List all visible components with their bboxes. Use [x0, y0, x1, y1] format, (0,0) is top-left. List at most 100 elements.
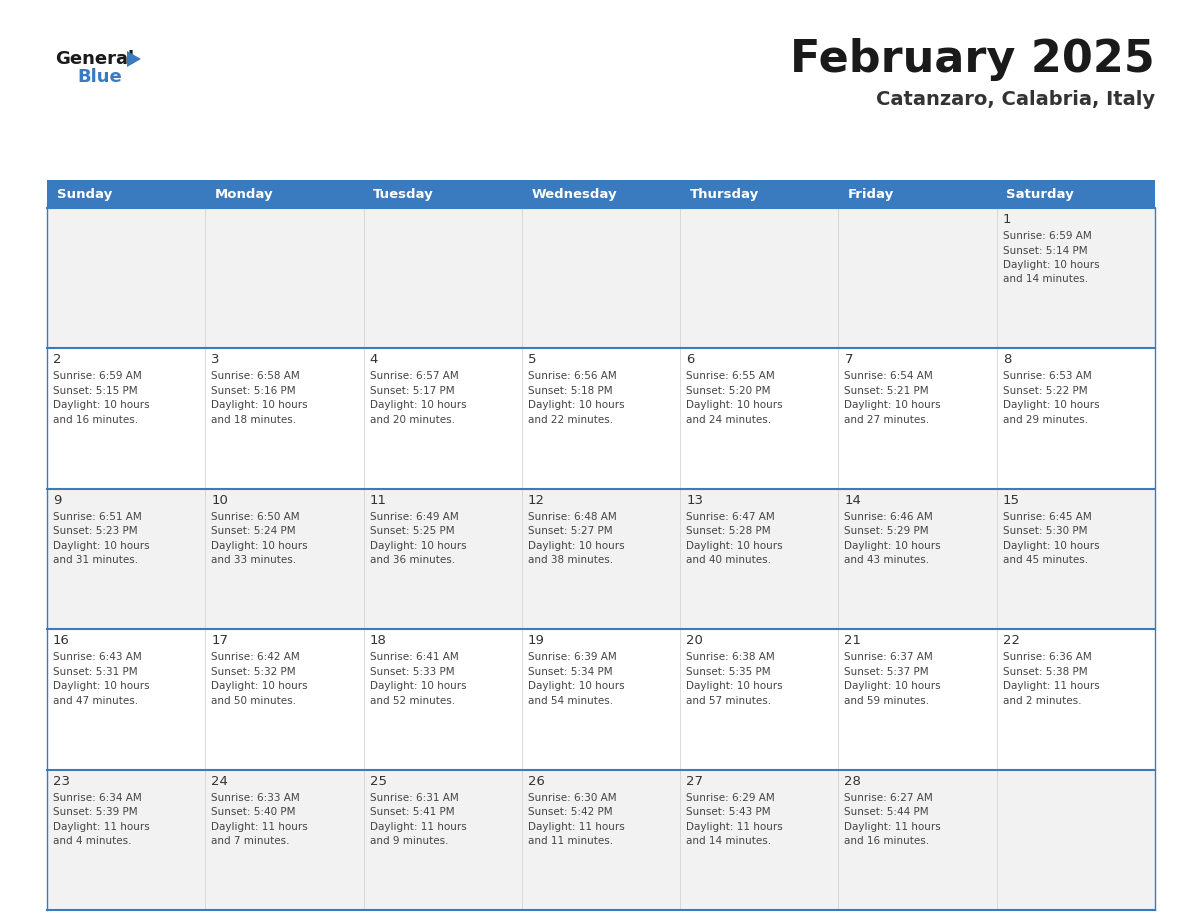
Bar — [364, 488, 522, 629]
Bar — [839, 208, 997, 349]
Text: 6: 6 — [687, 353, 695, 366]
Text: Sunset: 5:35 PM: Sunset: 5:35 PM — [687, 666, 771, 677]
Bar — [839, 769, 997, 910]
Text: and 14 minutes.: and 14 minutes. — [1003, 274, 1088, 285]
Bar — [206, 349, 364, 488]
Text: Daylight: 10 hours: Daylight: 10 hours — [1003, 541, 1099, 551]
Text: and 16 minutes.: and 16 minutes. — [845, 836, 929, 846]
Bar — [681, 769, 839, 910]
Text: Daylight: 11 hours: Daylight: 11 hours — [687, 822, 783, 832]
Text: Sunset: 5:14 PM: Sunset: 5:14 PM — [1003, 245, 1087, 255]
Text: 20: 20 — [687, 634, 703, 647]
Text: Sunset: 5:29 PM: Sunset: 5:29 PM — [845, 526, 929, 536]
Text: and 14 minutes.: and 14 minutes. — [687, 836, 771, 846]
Text: Monday: Monday — [215, 187, 273, 200]
Bar — [364, 629, 522, 769]
Text: 1: 1 — [1003, 213, 1011, 226]
Text: Thursday: Thursday — [690, 187, 759, 200]
Text: Daylight: 10 hours: Daylight: 10 hours — [53, 400, 150, 410]
Polygon shape — [127, 51, 141, 67]
Text: Sunrise: 6:55 AM: Sunrise: 6:55 AM — [687, 372, 775, 381]
Text: Sunset: 5:27 PM: Sunset: 5:27 PM — [527, 526, 613, 536]
Text: Sunset: 5:28 PM: Sunset: 5:28 PM — [687, 526, 771, 536]
Text: 23: 23 — [53, 775, 70, 788]
Bar — [48, 180, 206, 208]
Bar — [48, 488, 206, 629]
Bar — [997, 629, 1155, 769]
Text: and 27 minutes.: and 27 minutes. — [845, 415, 929, 425]
Text: Sunrise: 6:42 AM: Sunrise: 6:42 AM — [211, 652, 301, 662]
Text: Sunset: 5:44 PM: Sunset: 5:44 PM — [845, 807, 929, 817]
Bar — [206, 180, 364, 208]
Text: and 9 minutes.: and 9 minutes. — [369, 836, 448, 846]
Text: Sunrise: 6:50 AM: Sunrise: 6:50 AM — [211, 512, 299, 521]
Text: and 45 minutes.: and 45 minutes. — [1003, 555, 1088, 565]
Text: and 16 minutes.: and 16 minutes. — [53, 415, 138, 425]
Text: 25: 25 — [369, 775, 386, 788]
Text: Sunset: 5:25 PM: Sunset: 5:25 PM — [369, 526, 454, 536]
Text: Daylight: 10 hours: Daylight: 10 hours — [687, 400, 783, 410]
Text: Sunrise: 6:39 AM: Sunrise: 6:39 AM — [527, 652, 617, 662]
Text: Sunset: 5:24 PM: Sunset: 5:24 PM — [211, 526, 296, 536]
Text: Tuesday: Tuesday — [373, 187, 434, 200]
Text: and 24 minutes.: and 24 minutes. — [687, 415, 771, 425]
Bar — [839, 488, 997, 629]
Text: Sunset: 5:40 PM: Sunset: 5:40 PM — [211, 807, 296, 817]
Text: Sunset: 5:38 PM: Sunset: 5:38 PM — [1003, 666, 1087, 677]
Text: 21: 21 — [845, 634, 861, 647]
Text: and 22 minutes.: and 22 minutes. — [527, 415, 613, 425]
Text: Sunset: 5:32 PM: Sunset: 5:32 PM — [211, 666, 296, 677]
Text: Sunset: 5:34 PM: Sunset: 5:34 PM — [527, 666, 613, 677]
Bar — [839, 349, 997, 488]
Bar — [522, 180, 681, 208]
Text: Sunset: 5:23 PM: Sunset: 5:23 PM — [53, 526, 138, 536]
Bar — [206, 629, 364, 769]
Text: Sunrise: 6:48 AM: Sunrise: 6:48 AM — [527, 512, 617, 521]
Text: 19: 19 — [527, 634, 545, 647]
Bar — [522, 208, 681, 349]
Text: and 38 minutes.: and 38 minutes. — [527, 555, 613, 565]
Text: 16: 16 — [53, 634, 70, 647]
Bar — [522, 629, 681, 769]
Text: Daylight: 10 hours: Daylight: 10 hours — [1003, 260, 1099, 270]
Text: Sunrise: 6:31 AM: Sunrise: 6:31 AM — [369, 792, 459, 802]
Bar — [681, 180, 839, 208]
Bar — [364, 769, 522, 910]
Text: 17: 17 — [211, 634, 228, 647]
Bar — [206, 488, 364, 629]
Bar — [997, 180, 1155, 208]
Text: Sunset: 5:31 PM: Sunset: 5:31 PM — [53, 666, 138, 677]
Bar — [364, 208, 522, 349]
Text: General: General — [55, 50, 134, 68]
Bar — [681, 629, 839, 769]
Bar — [997, 488, 1155, 629]
Text: Sunrise: 6:46 AM: Sunrise: 6:46 AM — [845, 512, 934, 521]
Text: and 59 minutes.: and 59 minutes. — [845, 696, 929, 706]
Bar — [364, 349, 522, 488]
Text: 7: 7 — [845, 353, 853, 366]
Bar — [997, 208, 1155, 349]
Text: Daylight: 10 hours: Daylight: 10 hours — [527, 541, 625, 551]
Text: Sunset: 5:33 PM: Sunset: 5:33 PM — [369, 666, 454, 677]
Text: and 50 minutes.: and 50 minutes. — [211, 696, 296, 706]
Text: Daylight: 10 hours: Daylight: 10 hours — [1003, 400, 1099, 410]
Text: 28: 28 — [845, 775, 861, 788]
Text: 9: 9 — [53, 494, 62, 507]
Text: Sunrise: 6:58 AM: Sunrise: 6:58 AM — [211, 372, 301, 381]
Text: Daylight: 10 hours: Daylight: 10 hours — [369, 400, 466, 410]
Text: Sunrise: 6:53 AM: Sunrise: 6:53 AM — [1003, 372, 1092, 381]
Text: Daylight: 11 hours: Daylight: 11 hours — [527, 822, 625, 832]
Bar — [681, 349, 839, 488]
Text: 12: 12 — [527, 494, 545, 507]
Text: Sunrise: 6:33 AM: Sunrise: 6:33 AM — [211, 792, 301, 802]
Text: Sunset: 5:39 PM: Sunset: 5:39 PM — [53, 807, 138, 817]
Text: Daylight: 10 hours: Daylight: 10 hours — [527, 681, 625, 691]
Text: Daylight: 10 hours: Daylight: 10 hours — [687, 681, 783, 691]
Text: Daylight: 11 hours: Daylight: 11 hours — [53, 822, 150, 832]
Text: 8: 8 — [1003, 353, 1011, 366]
Text: Sunrise: 6:56 AM: Sunrise: 6:56 AM — [527, 372, 617, 381]
Text: 27: 27 — [687, 775, 703, 788]
Text: Daylight: 11 hours: Daylight: 11 hours — [369, 822, 467, 832]
Text: Sunset: 5:18 PM: Sunset: 5:18 PM — [527, 386, 613, 396]
Text: 4: 4 — [369, 353, 378, 366]
